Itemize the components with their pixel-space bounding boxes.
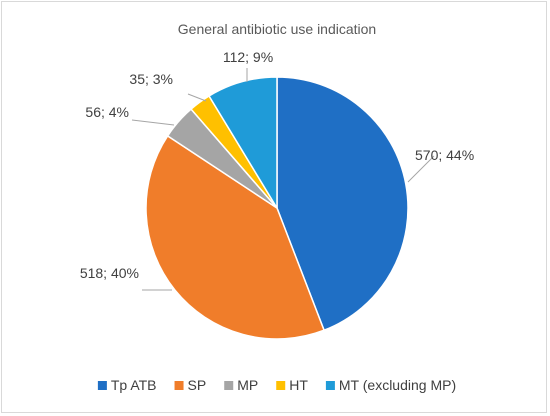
legend-item-mt-excluding-mp: MT (excluding MP): [325, 377, 456, 393]
pie-slices: [145, 76, 409, 340]
legend-item-ht: HT: [276, 377, 308, 393]
leader-line-ht: [187, 93, 207, 102]
pie-slice-tp-atb: [276, 76, 409, 332]
legend-swatch-mp: [224, 381, 234, 390]
pie-slice-sp: [145, 134, 326, 340]
leader-lines: [131, 68, 435, 291]
legend-item-mp: MP: [224, 377, 258, 393]
data-label-ht: 35; 3%: [129, 71, 173, 87]
leader-line-mp: [131, 119, 175, 126]
legend-label-tp-atb: Tp ATB: [111, 377, 157, 393]
legend-label-mt-excluding-mp: MT (excluding MP): [339, 377, 456, 393]
legend-item-sp: SP: [174, 377, 207, 393]
data-labels: 570; 44% 518; 40% 56; 4% 35; 3% 112; 9%: [80, 49, 474, 281]
data-label-mt-excluding-mp: 112; 9%: [223, 49, 273, 65]
leader-line-tp-atb: [407, 155, 435, 183]
chart-title: General antibiotic use indication: [178, 21, 376, 37]
pie-slice-mt-excluding-mp: [208, 76, 278, 211]
legend: Tp ATB SP MP HT MT (excluding MP): [97, 377, 456, 393]
legend-label-ht: HT: [289, 377, 308, 393]
data-label-tp-atb: 570; 44%: [415, 147, 474, 163]
legend-label-sp: SP: [188, 377, 207, 393]
legend-swatch-mt-excluding-mp: [325, 381, 335, 390]
legend-item-tp-atb: Tp ATB: [97, 377, 157, 393]
data-label-mp: 56; 4%: [85, 104, 129, 120]
legend-swatch-tp-atb: [97, 381, 107, 390]
legend-label-mp: MP: [237, 377, 258, 393]
legend-swatch-ht: [276, 381, 286, 390]
data-label-sp: 518; 40%: [80, 265, 139, 281]
legend-swatch-sp: [174, 381, 184, 390]
